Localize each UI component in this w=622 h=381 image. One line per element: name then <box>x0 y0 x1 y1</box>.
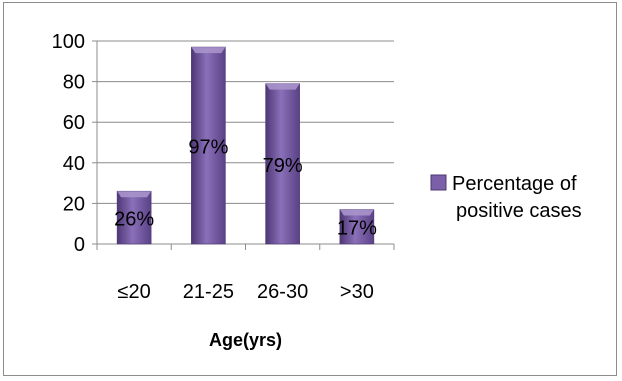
y-tick-label: 40 <box>63 153 85 175</box>
y-tick-labels: 0 20 40 60 80 100 <box>52 31 85 256</box>
x-tick-label: 26-30 <box>257 281 308 303</box>
data-label: 79% <box>263 155 303 177</box>
bar-top-bevel <box>265 83 300 90</box>
bar-top-bevel <box>191 47 226 54</box>
y-tick-label: 0 <box>74 234 85 256</box>
legend-label-line-2: positive cases <box>456 200 582 222</box>
legend-label-line-1: Percentage of <box>452 173 577 195</box>
x-tick-label: ≤20 <box>118 281 151 303</box>
y-tick-label: 20 <box>63 193 85 215</box>
data-label: 97% <box>188 137 228 159</box>
legend: Percentage of positive cases <box>430 173 582 222</box>
y-tick-label: 60 <box>63 112 85 134</box>
bar-chart: 26% 97% 79% 17% ≤20 21-25 26-30 >30 0 20 40 60 80 1… <box>52 31 582 350</box>
legend-swatch <box>430 174 447 191</box>
y-tick-label: 80 <box>63 72 85 94</box>
bars <box>116 46 375 245</box>
gridlines <box>97 40 394 204</box>
data-label: 17% <box>337 218 377 240</box>
data-labels: 26% 97% 79% 17% <box>114 137 377 240</box>
y-tick-label: 100 <box>52 31 85 53</box>
x-tick-labels: ≤20 21-25 26-30 >30 <box>118 281 374 303</box>
data-label: 26% <box>114 209 154 231</box>
bar-top-bevel <box>117 191 152 198</box>
x-axis-title: Age(yrs) <box>209 330 282 350</box>
x-tick-label: 21-25 <box>183 281 234 303</box>
chart-frame: 26% 97% 79% 17% ≤20 21-25 26-30 >30 0 20 40 60 80 1… <box>3 2 617 376</box>
x-tick-label: >30 <box>340 281 374 303</box>
bar-top-bevel <box>339 209 374 216</box>
